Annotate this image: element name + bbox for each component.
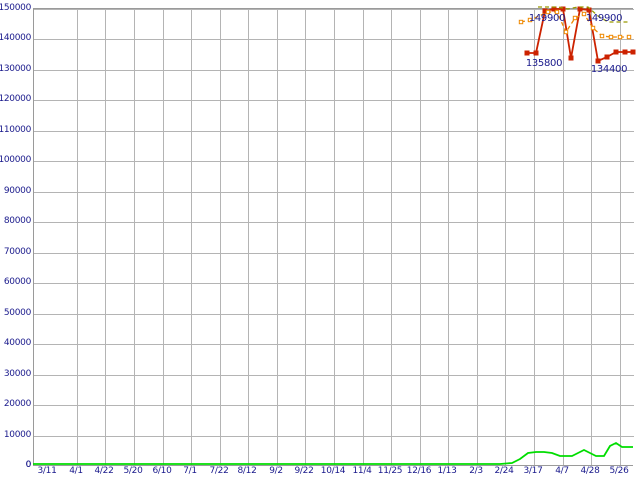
x-tick-label: 5/26: [609, 466, 629, 476]
data-point-marker: [563, 29, 569, 35]
gridline-vertical: [420, 9, 421, 466]
x-tick-label: 3/17: [523, 466, 543, 476]
series-forecast-b: [538, 6, 628, 23]
data-point-marker: [608, 34, 614, 40]
x-tick-label: 12/16: [406, 466, 432, 476]
y-tick-label: 150000: [0, 3, 31, 13]
y-tick-label: 10000: [3, 429, 31, 440]
data-point-marker: [581, 11, 587, 17]
data-point-marker: [524, 50, 530, 56]
gridline-vertical: [305, 9, 306, 466]
gridline-vertical: [477, 9, 478, 466]
y-tick-label: 140000: [0, 33, 31, 44]
series-volume: [33, 441, 633, 465]
data-point-marker: [568, 55, 574, 61]
data-point-marker: [599, 33, 605, 39]
y-tick-label: 90000: [3, 185, 31, 196]
y-axis-tick-labels: 0 10000 20000 30000 40000 50000 60000 70000 8000…: [0, 0, 31, 480]
data-point-marker: [527, 17, 533, 23]
y-tick-label: 40000: [3, 338, 31, 349]
gridline-vertical: [105, 9, 106, 466]
data-point-marker: [630, 49, 636, 55]
x-tick-label: 7/22: [209, 466, 229, 476]
y-tick-label: 70000: [3, 246, 31, 257]
data-point-marker: [626, 34, 632, 40]
gridline-vertical: [248, 9, 249, 466]
gridline-vertical: [448, 9, 449, 466]
x-tick-label: 9/2: [269, 466, 283, 476]
gridline-vertical: [620, 9, 621, 466]
gridline-vertical: [334, 9, 335, 466]
data-point-marker: [622, 49, 628, 55]
data-point-marker: [595, 58, 601, 64]
gridline-vertical: [391, 9, 392, 466]
x-tick-label: 2/24: [494, 466, 514, 476]
gridline-vertical: [163, 9, 164, 466]
x-tick-label: 10/14: [320, 466, 346, 476]
x-axis-origin-label: 0: [25, 460, 32, 470]
y-tick-label: 100000: [0, 155, 31, 166]
x-tick-label: 2/3: [469, 466, 483, 476]
data-point-value-label: 149900: [585, 13, 623, 24]
y-tick-label: 0: [25, 460, 32, 470]
data-point-marker: [545, 9, 551, 15]
x-tick-label: 1/13: [437, 466, 457, 476]
x-tick-label: 4/1: [69, 466, 83, 476]
data-point-value-label: 134400: [590, 64, 628, 75]
plot-area: [33, 8, 634, 466]
x-tick-label: 6/10: [152, 466, 172, 476]
y-tick-label: 120000: [0, 94, 31, 105]
data-point-marker: [604, 54, 610, 60]
y-tick-label: 50000: [3, 307, 31, 318]
series-price-high: [524, 6, 636, 64]
gridline-vertical: [277, 9, 278, 466]
gridline-vertical: [563, 9, 564, 466]
x-tick-label: 11/4: [352, 466, 372, 476]
x-tick-label: 9/22: [294, 466, 314, 476]
data-point-marker: [560, 6, 566, 12]
gridline-vertical: [363, 9, 364, 466]
y-tick-label: 30000: [3, 368, 31, 379]
gridline-vertical: [534, 9, 535, 466]
y-tick-label: 60000: [3, 277, 31, 288]
x-tick-label: 4/22: [94, 466, 114, 476]
gridline-vertical: [591, 9, 592, 466]
data-point-value-label: 149900: [528, 13, 566, 24]
x-axis-line: [33, 465, 633, 466]
y-tick-label: 110000: [0, 124, 31, 135]
x-tick-label: 4/7: [555, 466, 569, 476]
x-tick-label: 7/1: [183, 466, 197, 476]
data-point-marker: [617, 34, 623, 40]
data-point-marker: [613, 49, 619, 55]
data-point-marker: [554, 9, 560, 15]
x-tick-label: 4/28: [580, 466, 600, 476]
x-tick-label: 8/12: [237, 466, 257, 476]
series-forecast-a: [518, 9, 632, 40]
gridline-vertical: [191, 9, 192, 466]
data-point-marker: [518, 19, 524, 25]
y-tick-label: 130000: [0, 63, 31, 74]
x-tick-label: 5/20: [123, 466, 143, 476]
x-tick-label: 11/25: [377, 466, 403, 476]
data-point-marker: [590, 25, 596, 31]
x-tick-label: 3/11: [37, 466, 57, 476]
y-tick-label: 80000: [3, 216, 31, 227]
data-point-value-label: 135800: [525, 58, 563, 69]
y-tick-label: 20000: [3, 399, 31, 410]
gridline-vertical: [134, 9, 135, 466]
gridline-vertical: [220, 9, 221, 466]
gridline-vertical: [505, 9, 506, 466]
data-point-marker: [572, 15, 578, 21]
data-point-marker: [533, 50, 539, 56]
gridline-vertical: [77, 9, 78, 466]
